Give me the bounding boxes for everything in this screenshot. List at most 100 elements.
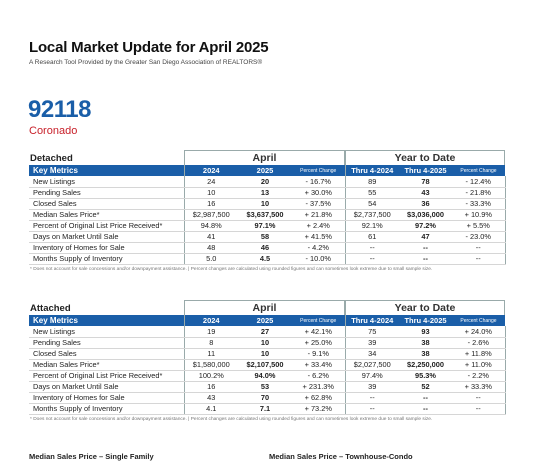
- april-percent-change: + 41.5%: [292, 231, 345, 243]
- april-percent-change: + 42.1%: [292, 326, 345, 338]
- detached-section: Detached April Year to Date Key Metrics …: [29, 150, 506, 272]
- ytd-percent-change: --: [452, 392, 506, 404]
- april-group-box: [184, 150, 345, 165]
- col-ytd-percent-change: Percent Change: [452, 165, 505, 176]
- table-row: Pending Sales 10 13 + 30.0% 55 43- 21.8%: [29, 187, 506, 199]
- april-percent-change: + 73.2%: [292, 403, 345, 415]
- april-percent-change: + 62.8%: [292, 392, 345, 404]
- page-subtitle: A Research Tool Provided by the Greater …: [29, 59, 263, 66]
- col-thru-2025: Thru 4-2025: [399, 315, 452, 326]
- table-row: Median Sales Price* $2,987,500 $3,637,500 +…: [29, 209, 506, 221]
- table-row: Closed Sales 16 10- 37.5% 54 36- 33.3%: [29, 198, 506, 210]
- table-row: Inventory of Homes for Sale 43 70 + 62.8% --…: [29, 392, 506, 404]
- ytd-2025-value: 97.2%: [399, 220, 452, 232]
- april-2025-value: 10: [238, 348, 292, 360]
- april-group-label: April: [252, 302, 277, 314]
- april-percent-change: + 30.0%: [292, 187, 345, 199]
- ytd-percent-change: + 11.0%: [452, 359, 506, 371]
- april-2025-value: 10: [238, 198, 292, 210]
- ytd-percent-change: --: [452, 242, 506, 254]
- ytd-2025-value: 52: [399, 381, 452, 393]
- table-row: Percent of Original List Price Received*…: [29, 370, 506, 382]
- april-2025-value: 13: [238, 187, 292, 199]
- ytd-percent-change: - 12.4%: [452, 176, 506, 188]
- table-row: Days on Market Until Sale 41 58 + 41.5% 61 47…: [29, 231, 506, 243]
- col-2025: 2025: [238, 315, 292, 326]
- april-2024-value: 16: [183, 381, 238, 393]
- april-2024-value: $1,580,000: [183, 359, 238, 371]
- table-row: Inventory of Homes for Sale 48 46- 4.2% -- -…: [29, 242, 506, 254]
- chart-title-townhouse-condo: Median Sales Price – Townhouse-Condo: [269, 452, 413, 461]
- april-percent-change: - 16.7%: [292, 176, 345, 188]
- ytd-2024-value: $2,027,500: [344, 359, 399, 371]
- col-thru-2025: Thru 4-2025: [399, 165, 452, 176]
- footnote: * Does not account for sale concessions …: [30, 416, 433, 422]
- metric-label: New Listings: [29, 176, 184, 188]
- ytd-percent-change: + 5.5%: [452, 220, 506, 232]
- ytd-2025-value: 43: [399, 187, 452, 199]
- page-title: Local Market Update for April 2025: [29, 39, 269, 56]
- col-2024: 2024: [183, 165, 238, 176]
- metric-label: Median Sales Price*: [29, 209, 184, 221]
- april-2024-value: 41: [183, 231, 238, 243]
- table-row: Days on Market Until Sale 16 53 + 231.3% 39 5…: [29, 381, 506, 393]
- ytd-2024-value: 34: [344, 348, 399, 360]
- ytd-2025-value: --: [399, 253, 452, 265]
- april-2025-value: $2,107,500: [238, 359, 292, 371]
- metric-label: Inventory of Homes for Sale: [29, 392, 184, 404]
- ytd-2025-value: 93: [399, 326, 452, 338]
- metric-label: Percent of Original List Price Received*: [29, 370, 184, 382]
- section-title: Detached: [30, 153, 73, 164]
- footnote: * Does not account for sale concessions …: [30, 266, 433, 272]
- ytd-2025-value: $3,036,000: [399, 209, 452, 221]
- april-2025-value: 7.1: [238, 403, 292, 415]
- ytd-2025-value: 38: [399, 348, 452, 360]
- april-2025-value: 58: [238, 231, 292, 243]
- april-2025-value: 20: [238, 176, 292, 188]
- april-2024-value: 48: [183, 242, 238, 254]
- april-2024-value: $2,987,500: [183, 209, 238, 221]
- ytd-2025-value: 95.3%: [399, 370, 452, 382]
- ytd-group-box: [345, 300, 505, 315]
- april-2024-value: 100.2%: [183, 370, 238, 382]
- attached-table: Key Metrics 2024 2025 Percent Change Thr…: [29, 315, 506, 415]
- april-percent-change: - 4.2%: [292, 242, 345, 254]
- april-percent-change: + 21.8%: [292, 209, 345, 221]
- table-row: Percent of Original List Price Received*…: [29, 220, 506, 232]
- april-percent-change: + 25.0%: [292, 337, 345, 349]
- ytd-2025-value: --: [399, 242, 452, 254]
- detached-table: Key Metrics 2024 2025 Percent Change Thr…: [29, 165, 506, 265]
- april-percent-change: - 10.0%: [292, 253, 345, 265]
- ytd-group-label: Year to Date: [394, 152, 456, 164]
- ytd-2024-value: 54: [344, 198, 399, 210]
- metric-label: Median Sales Price*: [29, 359, 184, 371]
- table-row: Months Supply of Inventory 5.0 4.5- 10.0% -…: [29, 253, 506, 265]
- ytd-percent-change: --: [452, 253, 506, 265]
- april-percent-change: - 6.2%: [292, 370, 345, 382]
- ytd-2025-value: 38: [399, 337, 452, 349]
- chart-title-single-family: Median Sales Price – Single Family: [29, 452, 154, 461]
- city-name: Coronado: [29, 125, 78, 137]
- april-2024-value: 94.8%: [183, 220, 238, 232]
- ytd-percent-change: + 33.3%: [452, 381, 506, 393]
- ytd-2024-value: 55: [344, 187, 399, 199]
- april-group-box: [184, 300, 345, 315]
- col-ytd-percent-change: Percent Change: [452, 315, 505, 326]
- metric-label: Pending Sales: [29, 187, 184, 199]
- ytd-2024-value: 89: [344, 176, 399, 188]
- april-percent-change: + 231.3%: [292, 381, 345, 393]
- metric-label: New Listings: [29, 326, 184, 338]
- metric-label: Months Supply of Inventory: [29, 253, 184, 265]
- ytd-2024-value: --: [344, 403, 399, 415]
- ytd-group-box: [345, 150, 505, 165]
- metric-label: Days on Market Until Sale: [29, 381, 184, 393]
- april-2025-value: 53: [238, 381, 292, 393]
- metric-label: Closed Sales: [29, 198, 184, 210]
- april-2025-value: 46: [238, 242, 292, 254]
- ytd-percent-change: + 11.8%: [452, 348, 506, 360]
- april-2024-value: 10: [183, 187, 238, 199]
- table-row: Closed Sales 11 10- 9.1% 34 38 + 11.8%: [29, 348, 506, 360]
- detached-header: Detached April Year to Date: [29, 150, 505, 165]
- metric-label: Days on Market Until Sale: [29, 231, 184, 243]
- ytd-2025-value: 36: [399, 198, 452, 210]
